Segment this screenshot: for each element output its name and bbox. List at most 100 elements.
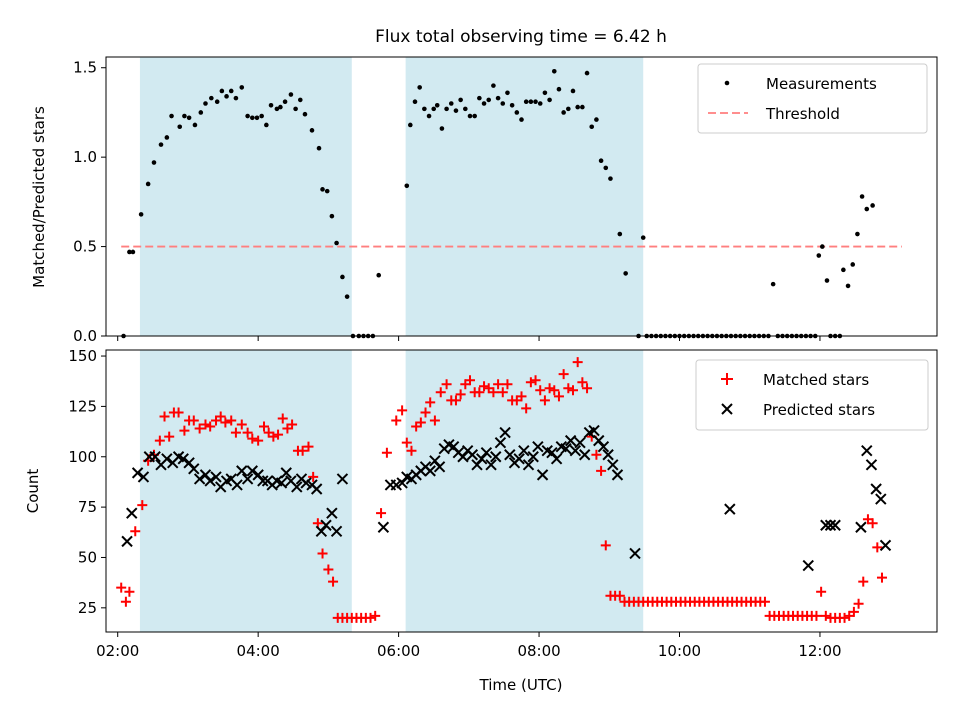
measurement-point — [467, 113, 473, 119]
matched-star-point — [872, 542, 883, 553]
predicted-star-point — [513, 453, 525, 465]
predicted-star-point — [291, 481, 303, 493]
matched-star-point — [591, 449, 602, 460]
measurement-point — [561, 110, 566, 115]
matched-star-point — [474, 387, 485, 398]
predicted-star-point — [564, 434, 577, 447]
predicted-star-point — [121, 535, 133, 548]
measurement-point — [239, 85, 245, 90]
matched-star-point — [429, 415, 440, 426]
measurement-point — [500, 101, 506, 106]
measurement-point — [816, 253, 822, 258]
measurement-point — [145, 181, 151, 187]
top-y-axis-label: Matched/Predicted stars — [30, 106, 48, 288]
measurement-point — [214, 99, 220, 105]
matched-star-point — [516, 391, 527, 402]
measurement-point — [274, 106, 280, 112]
measurement-point — [448, 101, 454, 106]
predicted-star-point — [522, 459, 535, 471]
matched-star-point — [876, 572, 887, 583]
matched-star-point — [441, 379, 452, 390]
measurement-point — [481, 101, 487, 106]
measurement-point — [523, 99, 529, 105]
predicted-star-point — [377, 521, 390, 533]
chart-title: Flux total observing time = 6.42 h — [375, 27, 667, 47]
measurement-point — [477, 95, 482, 101]
measurement-point — [138, 212, 144, 217]
legend-threshold-label: Threshold — [765, 105, 840, 123]
measurement-point — [422, 106, 427, 112]
matched-star-point — [120, 596, 131, 607]
legend-predicted-marker — [721, 403, 733, 415]
matched-star-point — [465, 375, 476, 386]
matched-star-point — [415, 417, 426, 428]
matched-star-point — [200, 419, 211, 430]
measurement-point — [309, 128, 315, 133]
measurement-point — [608, 176, 613, 181]
matched-star-point — [502, 379, 513, 390]
bottom-xtick-label: 06:00 — [377, 642, 420, 660]
measurement-point — [282, 99, 288, 105]
measurement-point — [376, 272, 382, 278]
measurement-point — [594, 117, 599, 122]
predicted-star-point — [870, 483, 882, 495]
predicted-star-point — [161, 453, 173, 465]
matched-star-point — [154, 435, 165, 446]
predicted-star-point — [424, 465, 436, 477]
shaded-region-0 — [139, 350, 352, 632]
bottom-legend: Matched stars Predicted stars — [695, 359, 929, 431]
measurement-point — [334, 240, 339, 246]
measurement-point — [551, 69, 557, 74]
legend-predicted-label: Predicted stars — [763, 401, 875, 419]
matched-star-point — [328, 576, 339, 587]
matched-star-point — [614, 590, 625, 601]
bottom-y-ticks: 25 50 75 100 125 150 — [68, 347, 106, 617]
measurement-point — [640, 235, 646, 240]
predicted-star-point — [137, 471, 150, 483]
measurement-point — [519, 117, 524, 122]
measurement-point — [130, 249, 136, 255]
top-ytick-label: 0.0 — [73, 327, 97, 345]
measurement-point — [439, 126, 445, 131]
measurement-point — [505, 90, 510, 96]
predicted-star-point — [855, 521, 867, 533]
matched-star-point — [493, 379, 504, 390]
matched-star-point — [839, 612, 850, 623]
matched-star-point — [572, 357, 583, 368]
matched-star-point — [230, 427, 241, 438]
bottom-ytick-label: 125 — [68, 397, 97, 415]
matched-star-point — [259, 421, 270, 432]
matched-star-point — [376, 508, 387, 519]
matched-star-point — [137, 500, 148, 511]
bottom-panel: 25 50 75 100 125 150 02:00 04:00 06:00 08:00 10:0… — [24, 347, 938, 694]
measurement-point — [533, 99, 538, 105]
matched-star-point — [425, 397, 436, 408]
matched-star-point — [530, 375, 541, 386]
measurement-point — [198, 110, 204, 115]
measurement-point — [556, 86, 562, 92]
matched-star-point — [226, 415, 237, 426]
predicted-star-point — [480, 447, 493, 459]
measurement-point — [245, 113, 250, 119]
bottom-ytick-label: 75 — [78, 498, 97, 516]
predicted-star-point — [466, 449, 479, 461]
matched-star-point — [553, 391, 564, 402]
predicted-star-point — [236, 465, 248, 477]
predicted-star-point — [280, 467, 292, 479]
measurement-point — [404, 183, 410, 189]
measurement-point — [254, 115, 260, 121]
top-shaded-regions — [139, 57, 644, 336]
measurement-point — [841, 267, 846, 273]
matched-star-point — [397, 405, 408, 416]
matched-star-point — [401, 437, 412, 448]
measurement-point — [259, 113, 264, 119]
predicted-star-point — [126, 507, 138, 519]
measurement-point — [864, 206, 870, 212]
bottom-ytick-label: 100 — [68, 448, 97, 466]
legend-matched-marker — [721, 373, 733, 385]
measurement-point — [850, 262, 856, 267]
bottom-xtick-label: 12:00 — [798, 642, 841, 660]
predicted-star-point — [536, 469, 549, 481]
measurement-point — [598, 158, 604, 164]
measurement-point — [434, 102, 440, 108]
